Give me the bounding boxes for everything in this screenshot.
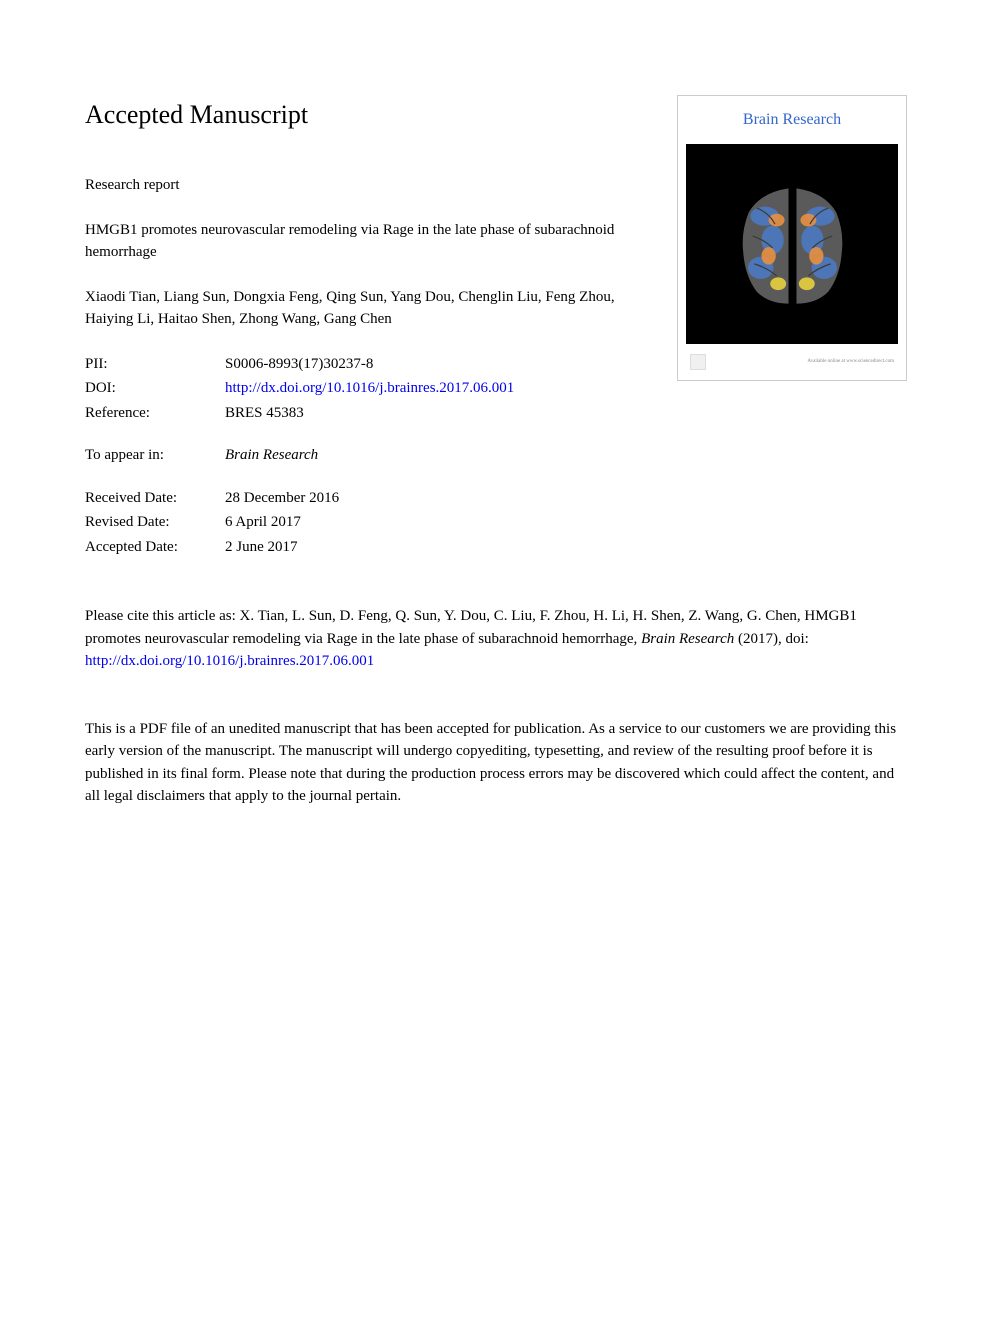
revised-value: 6 April 2017 bbox=[225, 511, 301, 534]
metadata-table: PII: S0006-8993(17)30237-8 DOI: http://d… bbox=[85, 353, 647, 559]
publisher-logo-icon bbox=[690, 354, 706, 370]
cover-footer-text: Available online at www.sciencedirect.co… bbox=[807, 359, 894, 365]
metadata-row-revised: Revised Date: 6 April 2017 bbox=[85, 511, 647, 534]
reference-label: Reference: bbox=[85, 402, 225, 425]
metadata-row-appear: To appear in: Brain Research bbox=[85, 444, 647, 467]
doi-link[interactable]: http://dx.doi.org/10.1016/j.brainres.201… bbox=[225, 380, 514, 396]
citation-year: (2017), doi: bbox=[734, 631, 809, 647]
doi-label: DOI: bbox=[85, 377, 225, 400]
article-type: Research report bbox=[85, 174, 647, 197]
doi-value: http://dx.doi.org/10.1016/j.brainres.201… bbox=[225, 377, 514, 400]
left-content: Accepted Manuscript Research report HMGB… bbox=[85, 95, 677, 580]
accepted-value: 2 June 2017 bbox=[225, 536, 298, 559]
brain-icon bbox=[713, 169, 872, 319]
revised-label: Revised Date: bbox=[85, 511, 225, 534]
metadata-row-received: Received Date: 28 December 2016 bbox=[85, 487, 647, 510]
appear-value: Brain Research bbox=[225, 444, 318, 467]
pii-label: PII: bbox=[85, 353, 225, 376]
reference-value: BRES 45383 bbox=[225, 402, 304, 425]
header-section: Accepted Manuscript Research report HMGB… bbox=[85, 95, 907, 580]
article-title: HMGB1 promotes neurovascular remodeling … bbox=[85, 219, 647, 264]
received-value: 28 December 2016 bbox=[225, 487, 339, 510]
journal-cover-inner: Brain Research bbox=[677, 95, 907, 381]
metadata-row-doi: DOI: http://dx.doi.org/10.1016/j.brainre… bbox=[85, 377, 647, 400]
citation-section: Please cite this article as: X. Tian, L.… bbox=[85, 605, 907, 673]
received-label: Received Date: bbox=[85, 487, 225, 510]
authors-list: Xiaodi Tian, Liang Sun, Dongxia Feng, Qi… bbox=[85, 286, 647, 331]
accepted-label: Accepted Date: bbox=[85, 536, 225, 559]
brain-image bbox=[686, 144, 898, 344]
citation-journal: Brain Research bbox=[641, 631, 734, 647]
main-heading: Accepted Manuscript bbox=[85, 95, 647, 134]
metadata-row-reference: Reference: BRES 45383 bbox=[85, 402, 647, 425]
journal-cover: Brain Research bbox=[677, 95, 907, 381]
pii-value: S0006-8993(17)30237-8 bbox=[225, 353, 373, 376]
cover-footer: Available online at www.sciencedirect.co… bbox=[686, 352, 898, 372]
citation-doi-link[interactable]: http://dx.doi.org/10.1016/j.brainres.201… bbox=[85, 653, 374, 669]
appear-label: To appear in: bbox=[85, 444, 225, 467]
metadata-row-accepted: Accepted Date: 2 June 2017 bbox=[85, 536, 647, 559]
disclaimer-section: This is a PDF file of an unedited manusc… bbox=[85, 718, 907, 808]
metadata-row-pii: PII: S0006-8993(17)30237-8 bbox=[85, 353, 647, 376]
journal-cover-title: Brain Research bbox=[686, 108, 898, 132]
